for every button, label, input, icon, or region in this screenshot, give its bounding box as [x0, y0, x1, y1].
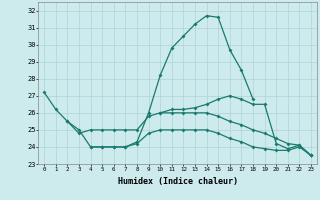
X-axis label: Humidex (Indice chaleur): Humidex (Indice chaleur) [118, 177, 238, 186]
